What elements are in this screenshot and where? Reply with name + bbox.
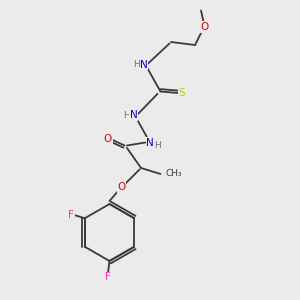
Text: H: H	[154, 141, 161, 150]
Text: F: F	[68, 210, 74, 220]
Text: N: N	[140, 59, 148, 70]
Text: H: H	[123, 111, 129, 120]
Text: O: O	[200, 22, 208, 32]
Text: S: S	[178, 88, 185, 98]
Text: O: O	[104, 134, 112, 145]
Text: N: N	[130, 110, 137, 121]
Text: H: H	[133, 60, 140, 69]
Text: F: F	[105, 272, 111, 283]
Text: CH₃: CH₃	[165, 169, 181, 178]
Text: O: O	[117, 182, 126, 193]
Text: N: N	[146, 137, 154, 148]
